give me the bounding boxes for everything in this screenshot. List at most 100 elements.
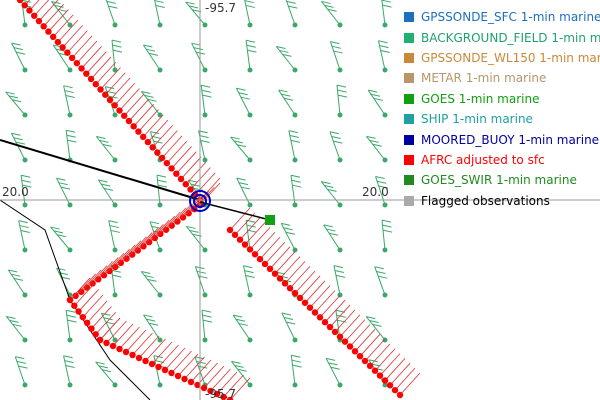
legend-swatch: [404, 12, 414, 23]
barb-flag: [281, 312, 291, 316]
afrc-barb: [24, 0, 31, 6]
station-dot: [382, 22, 388, 28]
afrc-barb: [229, 377, 251, 400]
barb-flag: [22, 184, 32, 188]
afrc-barb: [329, 304, 351, 328]
afrc-barb: [95, 312, 117, 335]
afrc-barb: [166, 140, 188, 164]
afrc-barb: [188, 190, 209, 214]
station-dot: [382, 337, 388, 343]
barb-flag: [369, 139, 379, 143]
barb-flag: [21, 0, 31, 3]
afrc-dot: [83, 319, 91, 327]
afrc-dot: [134, 247, 142, 254]
longitude-label: -95.7: [205, 387, 236, 400]
station-dot: [157, 247, 163, 253]
afrc-dot: [168, 369, 175, 377]
legend-swatch: [404, 32, 414, 43]
barb-flag: [237, 368, 247, 372]
barb-flag: [329, 131, 340, 135]
barb-flag: [371, 363, 381, 367]
barb-flag: [157, 184, 168, 188]
afrc-dot: [148, 360, 156, 368]
barb-flag: [98, 365, 109, 369]
afrc-dot: [151, 234, 158, 242]
afrc-dot: [241, 241, 249, 248]
barb-flag: [234, 364, 244, 368]
afrc-dot: [220, 393, 227, 400]
afrc-dot: [129, 351, 136, 359]
afrc-dot: [161, 366, 169, 374]
afrc-dot: [266, 265, 274, 273]
station-dot: [112, 247, 118, 253]
barb-flag: [102, 369, 112, 373]
wind-barb: [5, 91, 26, 116]
wind-barb: [5, 316, 26, 341]
barb-flag: [65, 364, 75, 368]
afrc-barb: [86, 51, 107, 74]
station-dot: [247, 337, 253, 343]
afrc-barb: [279, 256, 301, 279]
barb-flag: [379, 45, 389, 49]
station-dot: [202, 22, 208, 28]
barb-flag: [54, 4, 64, 8]
wind-barb: [50, 226, 71, 251]
afrc-dot: [111, 102, 118, 109]
station-dot: [202, 292, 208, 298]
legend-label: GPSSONDE_WL150 1-min marine: [421, 50, 600, 65]
legend-label: AFRC adjusted to sfc: [421, 152, 545, 167]
legend-swatch: [404, 114, 414, 125]
barb-flag: [110, 229, 120, 233]
barb-flag: [185, 1, 195, 5]
barb-flag: [382, 4, 392, 8]
barb-flag: [188, 5, 199, 9]
barb-flag: [378, 275, 388, 279]
afrc-dot: [256, 255, 264, 263]
barb-flag: [112, 44, 122, 48]
barb-flag: [9, 319, 19, 323]
barb-flag: [19, 225, 29, 229]
afrc-barb: [184, 356, 205, 380]
legend-item: GOES_SWIR 1-min marine: [404, 170, 600, 190]
station-dot: [382, 292, 388, 298]
barb-flag: [153, 140, 163, 144]
station-dot: [157, 337, 163, 343]
afrc-dot: [78, 65, 85, 72]
barb-flag: [60, 276, 71, 280]
afrc-barb: [133, 104, 154, 127]
afrc-barb: [62, 25, 83, 48]
afrc-dot: [87, 75, 95, 83]
barb-flag: [373, 97, 383, 101]
afrc-dot: [194, 381, 201, 389]
afrc-dot: [177, 175, 185, 183]
station-dot: [247, 67, 253, 73]
barb-flag: [66, 129, 76, 133]
barb-flag: [366, 135, 376, 139]
afrc-dot: [16, 0, 24, 4]
afrc-dot: [59, 44, 66, 51]
barb-flag: [18, 365, 28, 369]
barb-flag: [108, 5, 118, 9]
barb-flag: [236, 87, 246, 91]
observations-layer: [0, 0, 421, 400]
barb-flag: [15, 356, 25, 360]
barb-flag: [151, 135, 161, 139]
afrc-dot: [168, 165, 175, 172]
afrc-dot: [135, 354, 143, 362]
afrc-dot: [35, 17, 43, 25]
afrc-barb: [171, 146, 192, 169]
barb-flag: [331, 45, 342, 49]
station-dot: [67, 67, 73, 73]
wind-barb: [95, 361, 116, 386]
afrc-barb: [154, 215, 176, 239]
barb-flag: [11, 42, 21, 46]
wind-barb: [285, 0, 296, 26]
barb-flag: [235, 318, 246, 322]
afrc-dot: [49, 33, 57, 41]
afrc-barb: [399, 372, 421, 396]
afrc-barb: [91, 306, 112, 329]
afrc-barb: [239, 217, 261, 240]
barb-flag: [201, 309, 212, 313]
barb-flag: [378, 185, 388, 189]
